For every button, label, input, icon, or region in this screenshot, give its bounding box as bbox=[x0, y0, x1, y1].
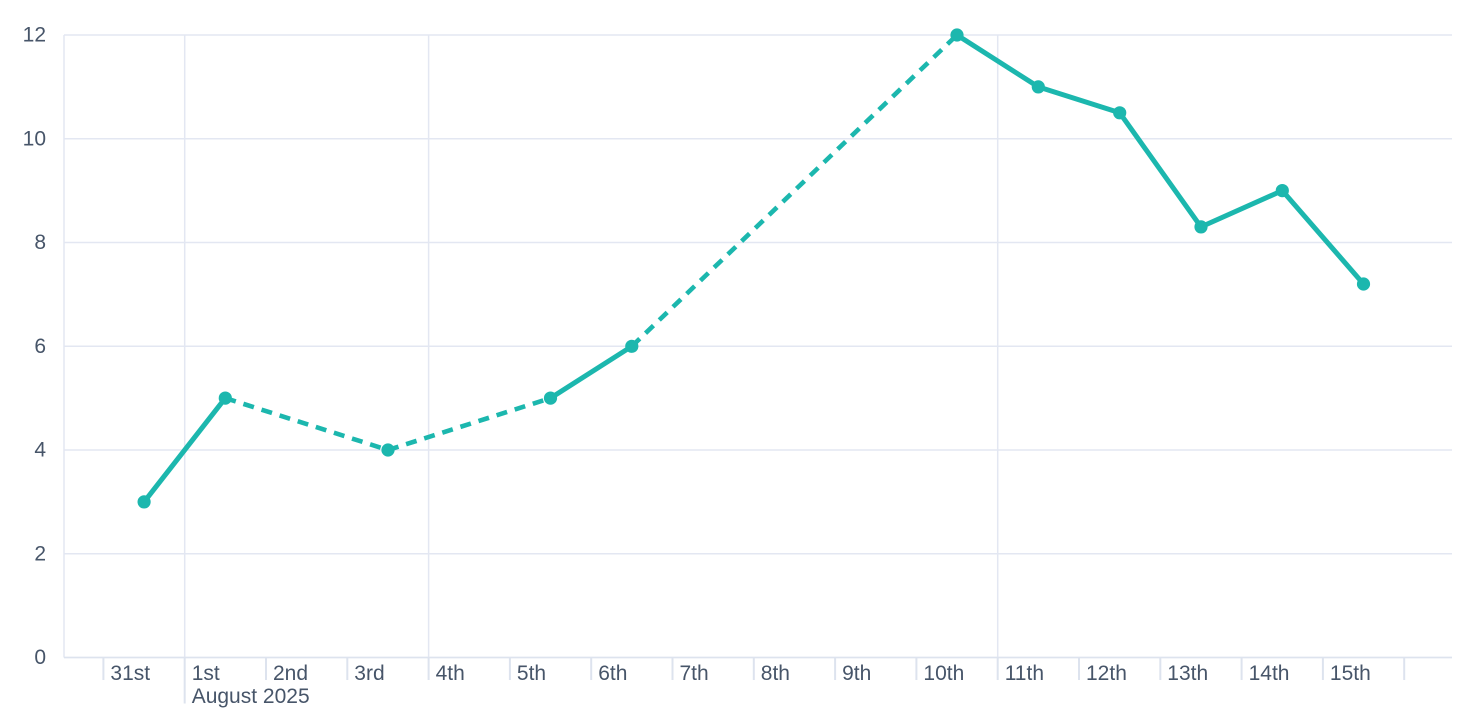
x-axis-label: 31st bbox=[110, 662, 150, 685]
x-axis-label: 14th bbox=[1249, 662, 1290, 685]
data-point-marker[interactable] bbox=[950, 28, 964, 42]
y-axis-label: 6 bbox=[34, 335, 46, 358]
data-point-marker[interactable] bbox=[1113, 106, 1127, 120]
y-axis-label: 12 bbox=[23, 24, 46, 47]
data-point-marker[interactable] bbox=[381, 443, 395, 457]
x-axis-label: 7th bbox=[680, 662, 709, 685]
data-point-marker[interactable] bbox=[1031, 80, 1045, 94]
data-point-marker[interactable] bbox=[137, 495, 151, 509]
data-point-marker[interactable] bbox=[1275, 184, 1289, 198]
x-axis-label: 5th bbox=[517, 662, 546, 685]
data-point-marker[interactable] bbox=[218, 391, 232, 405]
y-axis-label: 8 bbox=[34, 231, 46, 254]
x-axis-label: 8th bbox=[761, 662, 790, 685]
y-axis-label: 0 bbox=[34, 646, 46, 669]
y-axis-label: 2 bbox=[34, 542, 46, 565]
series-segment-solid bbox=[954, 32, 1366, 287]
series-segment-dashed bbox=[224, 395, 389, 453]
data-point-marker[interactable] bbox=[1194, 220, 1208, 234]
x-axis-label: 9th bbox=[842, 662, 871, 685]
y-axis-label: 10 bbox=[23, 127, 46, 150]
data-point-marker[interactable] bbox=[543, 391, 558, 405]
x-axis-label: 1st bbox=[192, 662, 220, 685]
x-axis-label: 6th bbox=[598, 662, 627, 685]
x-axis-label: 13th bbox=[1167, 662, 1208, 685]
x-axis-label: 10th bbox=[923, 662, 964, 685]
y-axis-label: 4 bbox=[34, 439, 46, 462]
x-axis-label: 11th bbox=[1005, 662, 1044, 685]
x-axis-label: 15th bbox=[1330, 662, 1371, 685]
x-axis-label: 12th bbox=[1086, 662, 1127, 685]
series-segment-solid bbox=[141, 395, 228, 505]
series-segment-dashed bbox=[387, 395, 552, 453]
data-point-marker[interactable] bbox=[1356, 277, 1371, 291]
x-axis-label: 3rd bbox=[354, 662, 384, 685]
data-point-marker[interactable] bbox=[625, 339, 639, 353]
x-axis-month-label: August 2025 bbox=[192, 685, 310, 708]
series-segment-dashed bbox=[630, 33, 959, 348]
x-axis-label: 4th bbox=[436, 662, 465, 685]
x-axis-label: 2nd bbox=[273, 662, 308, 685]
series-segment-solid bbox=[548, 343, 635, 401]
